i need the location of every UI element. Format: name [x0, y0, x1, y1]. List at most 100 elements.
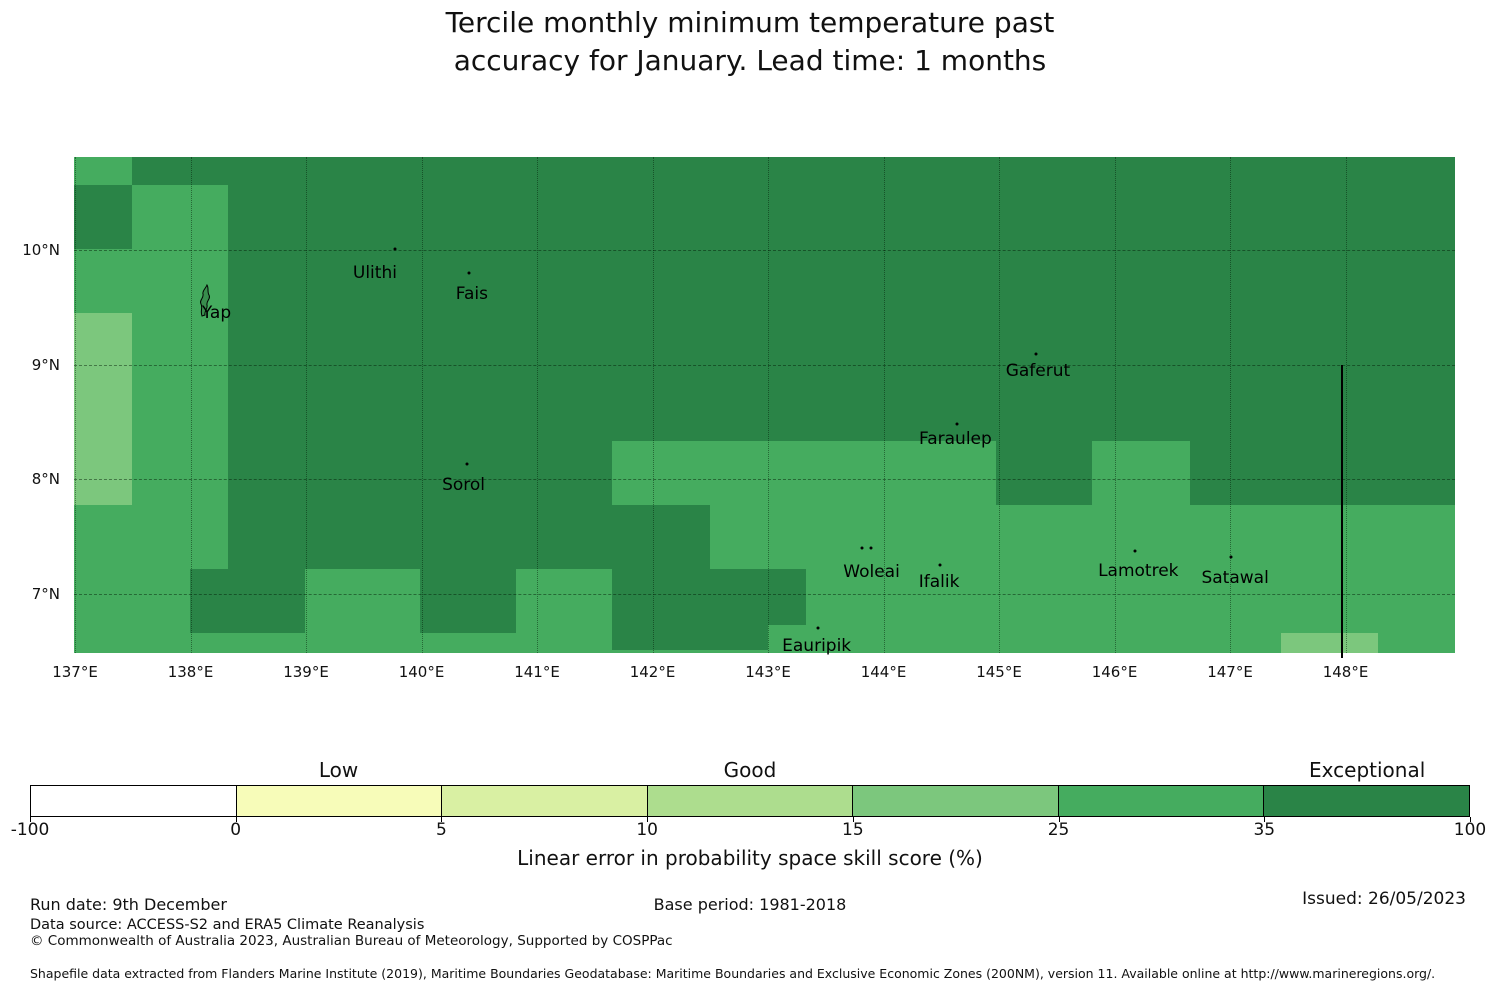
x-tick-label: 146°E [1091, 663, 1138, 681]
run-date-text: Run date: 9th December [30, 895, 227, 914]
island-dot [1133, 549, 1137, 553]
island-label-ulithi: Ulithi [352, 262, 397, 283]
island-dot [1229, 555, 1233, 559]
chart-title-line2: accuracy for January. Lead time: 1 month… [453, 44, 1047, 77]
island-label-sorol: Sorol [442, 475, 485, 496]
gridline-meridian [537, 157, 538, 653]
colorbar-tick-mark [647, 817, 649, 822]
x-tick-label: 142°E [629, 663, 676, 681]
colorbar-segment-10to15 [647, 786, 854, 816]
x-tick-label: 145°E [976, 663, 1022, 681]
skill-region-25to35 [74, 157, 132, 185]
copyright-text: © Commonwealth of Australia 2023, Austra… [30, 933, 673, 949]
x-tick-label: 141°E [514, 663, 560, 681]
island-dot [465, 462, 469, 466]
skill-region-15to25 [1281, 633, 1378, 653]
x-tick-label: 148°E [1322, 663, 1369, 681]
skill-region-25to35 [1092, 441, 1190, 505]
island-dot [393, 247, 397, 251]
gridline-parallel [74, 593, 1455, 595]
skill-region-25to35 [612, 650, 768, 653]
x-tick-label: 140°E [398, 663, 445, 681]
island-label-faraulep: Faraulep [919, 429, 992, 450]
colorbar-segment-25to35 [1058, 786, 1265, 816]
x-tick-label: 147°E [1207, 663, 1253, 681]
chart-title: Tercile monthly minimum temperature past… [0, 4, 1500, 80]
colorbar-segment-15to25 [853, 786, 1059, 816]
x-tick-label: 138°E [167, 663, 214, 681]
colorbar-tick-label: 5 [436, 820, 447, 840]
island-label-lamotrek: Lamotrek [1098, 561, 1179, 582]
island-dot [869, 546, 873, 550]
island-dot [955, 422, 959, 426]
island-label-satawal: Satawal [1201, 568, 1269, 589]
chart-title-line1: Tercile monthly minimum temperature past [445, 6, 1055, 39]
island-dot [467, 271, 471, 275]
x-tick-label: 137°E [52, 663, 98, 681]
skill-region-25to35 [305, 569, 420, 653]
colorbar-tick-mark [1470, 817, 1471, 822]
y-tick-label: 10°N [22, 241, 60, 259]
y-tick-label: 8°N [31, 470, 60, 489]
colorbar-segment-0to5 [236, 786, 443, 816]
skill-region-25to35 [132, 313, 228, 569]
issued-date-text: Issued: 26/05/2023 [1302, 889, 1466, 909]
x-tick-label: 143°E [745, 663, 791, 681]
colorbar-category-good: Good [723, 758, 777, 782]
skill-region-25to35 [190, 633, 324, 653]
gridline-meridian [999, 157, 1000, 653]
colorbar [30, 785, 1470, 817]
island-label-yap: Yap [201, 303, 232, 324]
colorbar-category-low: Low [318, 758, 359, 782]
colorbar-tick-label: -100 [10, 820, 50, 840]
island-label-ifalik: Ifalik [918, 572, 960, 593]
island-dot [938, 563, 942, 567]
skill-region-25to35 [420, 633, 516, 653]
gridline-meridian [190, 157, 192, 653]
yap-island-outline [194, 284, 216, 322]
y-tick-label: 9°N [31, 355, 60, 374]
gridline-meridian [652, 157, 654, 653]
skill-region-25to35 [74, 505, 132, 569]
gridline-meridian [768, 157, 769, 653]
gridline-parallel [74, 250, 1455, 251]
shapefile-attribution-text: Shapefile data extracted from Flanders M… [30, 966, 1436, 981]
colorbar-tick-mark [1058, 817, 1060, 822]
skill-region-25to35 [516, 569, 612, 653]
gridline-meridian [883, 157, 885, 653]
gridline-parallel [74, 479, 1455, 481]
island-label-gaferut: Gaferut [1005, 361, 1071, 382]
skill-map: Yap Ulithi Fais Sorol Gaferut Faraulep Woleai I… [74, 157, 1455, 658]
colorbar-tick-mark [1264, 817, 1266, 822]
gridline-meridian [1230, 157, 1231, 653]
colorbar-tick-label: 10 [636, 820, 658, 840]
colorbar-tick-mark [235, 817, 237, 822]
colorbar-tick-label: 15 [842, 820, 864, 840]
gridline-meridian [421, 157, 423, 653]
colorbar-category-exceptional: Exceptional [1309, 758, 1426, 782]
island-label-fais: Fais [455, 283, 488, 304]
island-dot [1034, 352, 1038, 356]
gridline-parallel [74, 364, 1455, 366]
colorbar-segment--100to0 [31, 786, 237, 816]
gridline-meridian [75, 157, 76, 653]
island-label-eauripik: Eauripik [782, 636, 852, 657]
y-tick-label: 7°N [31, 584, 60, 603]
colorbar-tick-mark [852, 817, 854, 822]
island-dot [860, 546, 864, 550]
x-tick-label: 144°E [860, 663, 907, 681]
colorbar-tick-label: 0 [230, 820, 242, 840]
skill-region-25to35 [132, 185, 228, 249]
skill-region-25to35 [74, 569, 190, 653]
colorbar-segment-35to100 [1264, 786, 1470, 816]
island-dot [816, 626, 820, 630]
skill-region-25to35 [710, 505, 1455, 569]
colorbar-tick-mark [30, 817, 31, 822]
base-period-text: Base period: 1981-2018 [653, 895, 847, 914]
gridline-meridian [1345, 157, 1347, 653]
x-tick-label: 139°E [283, 663, 329, 681]
skill-region-25to35 [612, 441, 996, 505]
colorbar-tick-label: 100 [1453, 820, 1487, 840]
data-source-text: Data source: ACCESS-S2 and ERA5 Climate … [30, 917, 425, 933]
